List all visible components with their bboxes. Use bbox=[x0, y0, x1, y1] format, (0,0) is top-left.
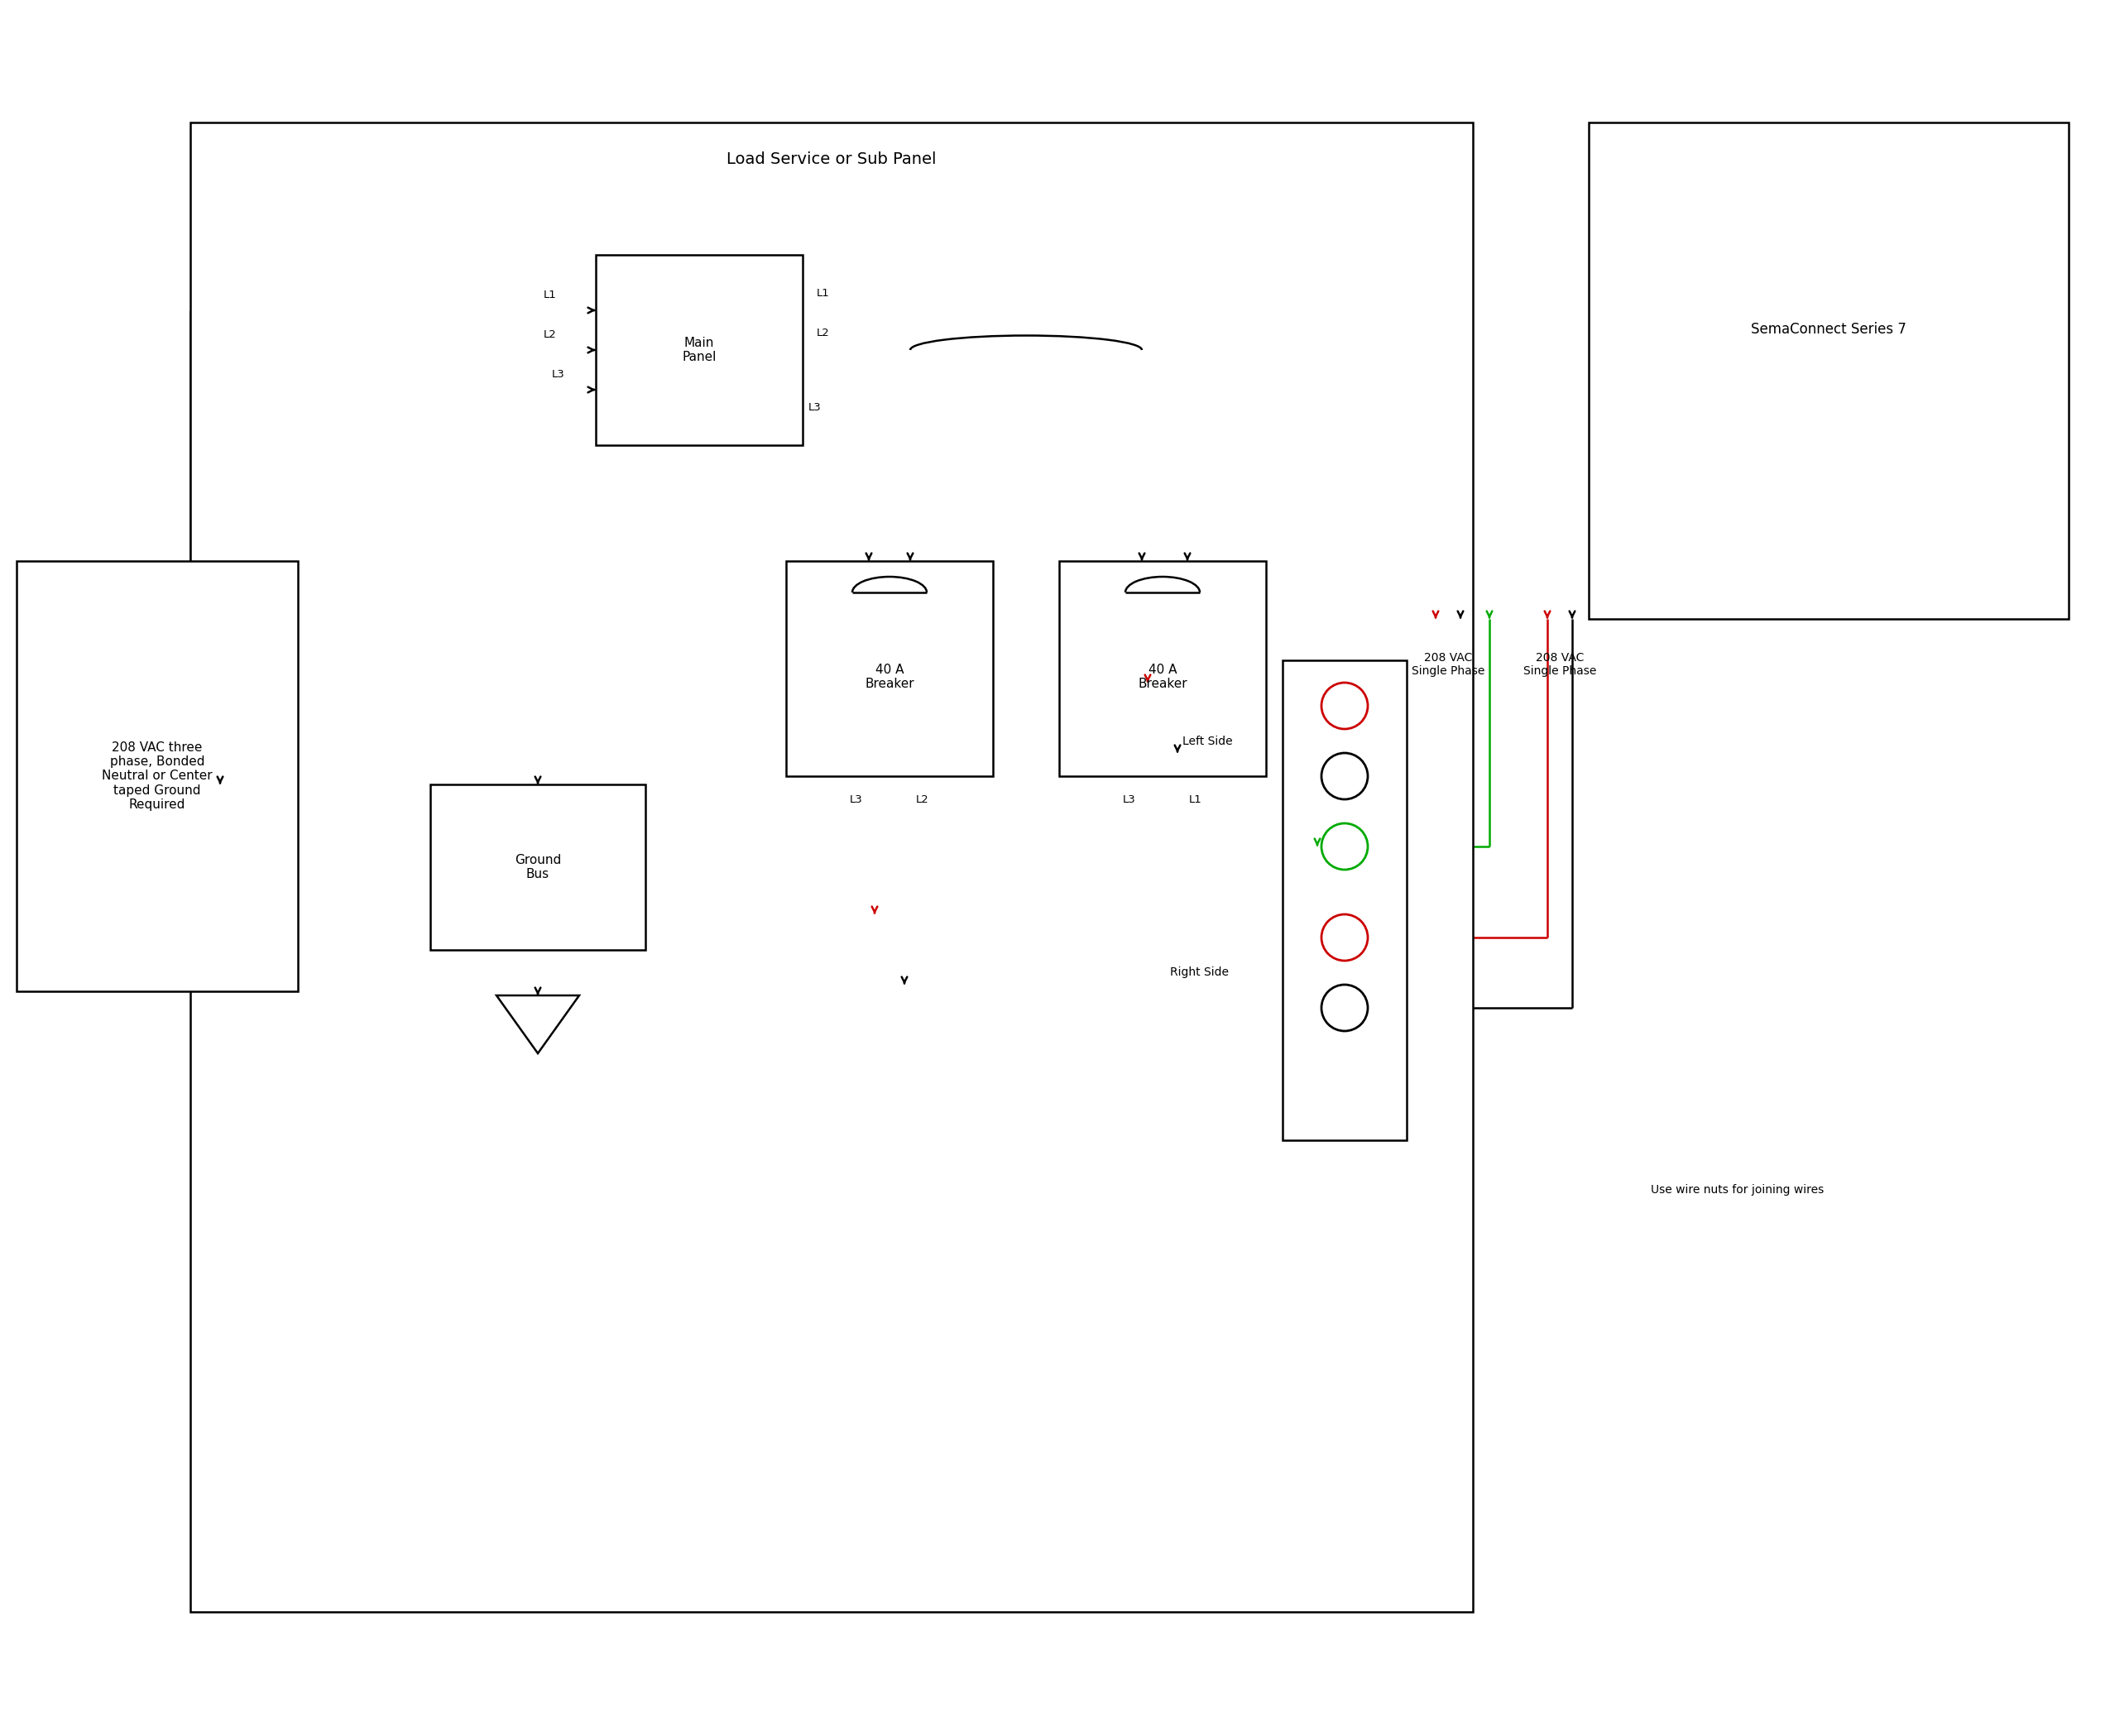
Bar bbox=[787, 561, 994, 776]
Text: Left Side: Left Side bbox=[1184, 734, 1232, 746]
Text: Ground
Bus: Ground Bus bbox=[515, 854, 561, 880]
Text: 40 A
Breaker: 40 A Breaker bbox=[1137, 663, 1188, 691]
Text: L1: L1 bbox=[817, 288, 829, 299]
Circle shape bbox=[1321, 753, 1367, 799]
Text: L2: L2 bbox=[916, 793, 928, 806]
Text: Load Service or Sub Panel: Load Service or Sub Panel bbox=[726, 151, 937, 168]
Text: 208 VAC
Single Phase: 208 VAC Single Phase bbox=[1412, 653, 1485, 677]
Circle shape bbox=[1321, 823, 1367, 870]
Text: SemaConnect Series 7: SemaConnect Series 7 bbox=[1751, 321, 1907, 337]
Circle shape bbox=[1321, 984, 1367, 1031]
Text: L3: L3 bbox=[1123, 793, 1135, 806]
Bar bbox=[1059, 561, 1266, 776]
Text: 40 A
Breaker: 40 A Breaker bbox=[865, 663, 914, 691]
Bar bbox=[595, 255, 802, 444]
Text: L3: L3 bbox=[850, 793, 863, 806]
Text: 208 VAC
Single Phase: 208 VAC Single Phase bbox=[1523, 653, 1597, 677]
Text: Main
Panel: Main Panel bbox=[682, 337, 715, 363]
Text: Right Side: Right Side bbox=[1171, 967, 1228, 979]
Circle shape bbox=[1321, 682, 1367, 729]
Bar bbox=[190, 123, 1473, 1613]
Text: 208 VAC three
phase, Bonded
Neutral or Center
taped Ground
Required: 208 VAC three phase, Bonded Neutral or C… bbox=[101, 741, 213, 811]
Text: Use wire nuts for joining wires: Use wire nuts for joining wires bbox=[1650, 1184, 1825, 1196]
Bar bbox=[430, 785, 646, 950]
Text: L2: L2 bbox=[544, 330, 557, 340]
Bar bbox=[17, 561, 298, 991]
Text: L1: L1 bbox=[1190, 793, 1203, 806]
Circle shape bbox=[1321, 915, 1367, 960]
Bar bbox=[1589, 123, 2068, 620]
Text: L1: L1 bbox=[544, 290, 557, 300]
Text: L3: L3 bbox=[808, 403, 821, 413]
Text: L3: L3 bbox=[553, 370, 565, 380]
Text: L2: L2 bbox=[817, 328, 829, 339]
Bar bbox=[1283, 660, 1407, 1141]
